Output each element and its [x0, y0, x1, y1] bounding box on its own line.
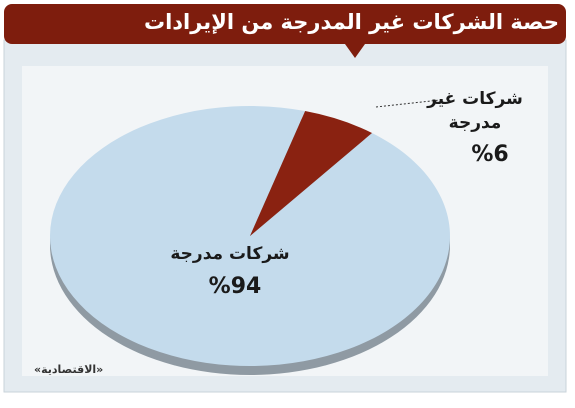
chart-title: حصة الشركات غير المدرجة من الإيرادات	[143, 10, 559, 34]
value-label: %94	[208, 274, 262, 299]
source: «الاقتصادية»	[34, 363, 104, 376]
pie-slice	[250, 111, 373, 236]
value-label: %6	[471, 142, 509, 167]
pie-slice	[49, 105, 450, 366]
slice-label: شركات مدرجة	[170, 244, 290, 264]
title-pointer	[345, 44, 365, 58]
title-bar	[4, 4, 566, 44]
pie	[49, 105, 450, 375]
slice-label: شركات غير مدرجة	[427, 89, 523, 133]
leader-line	[375, 99, 441, 108]
